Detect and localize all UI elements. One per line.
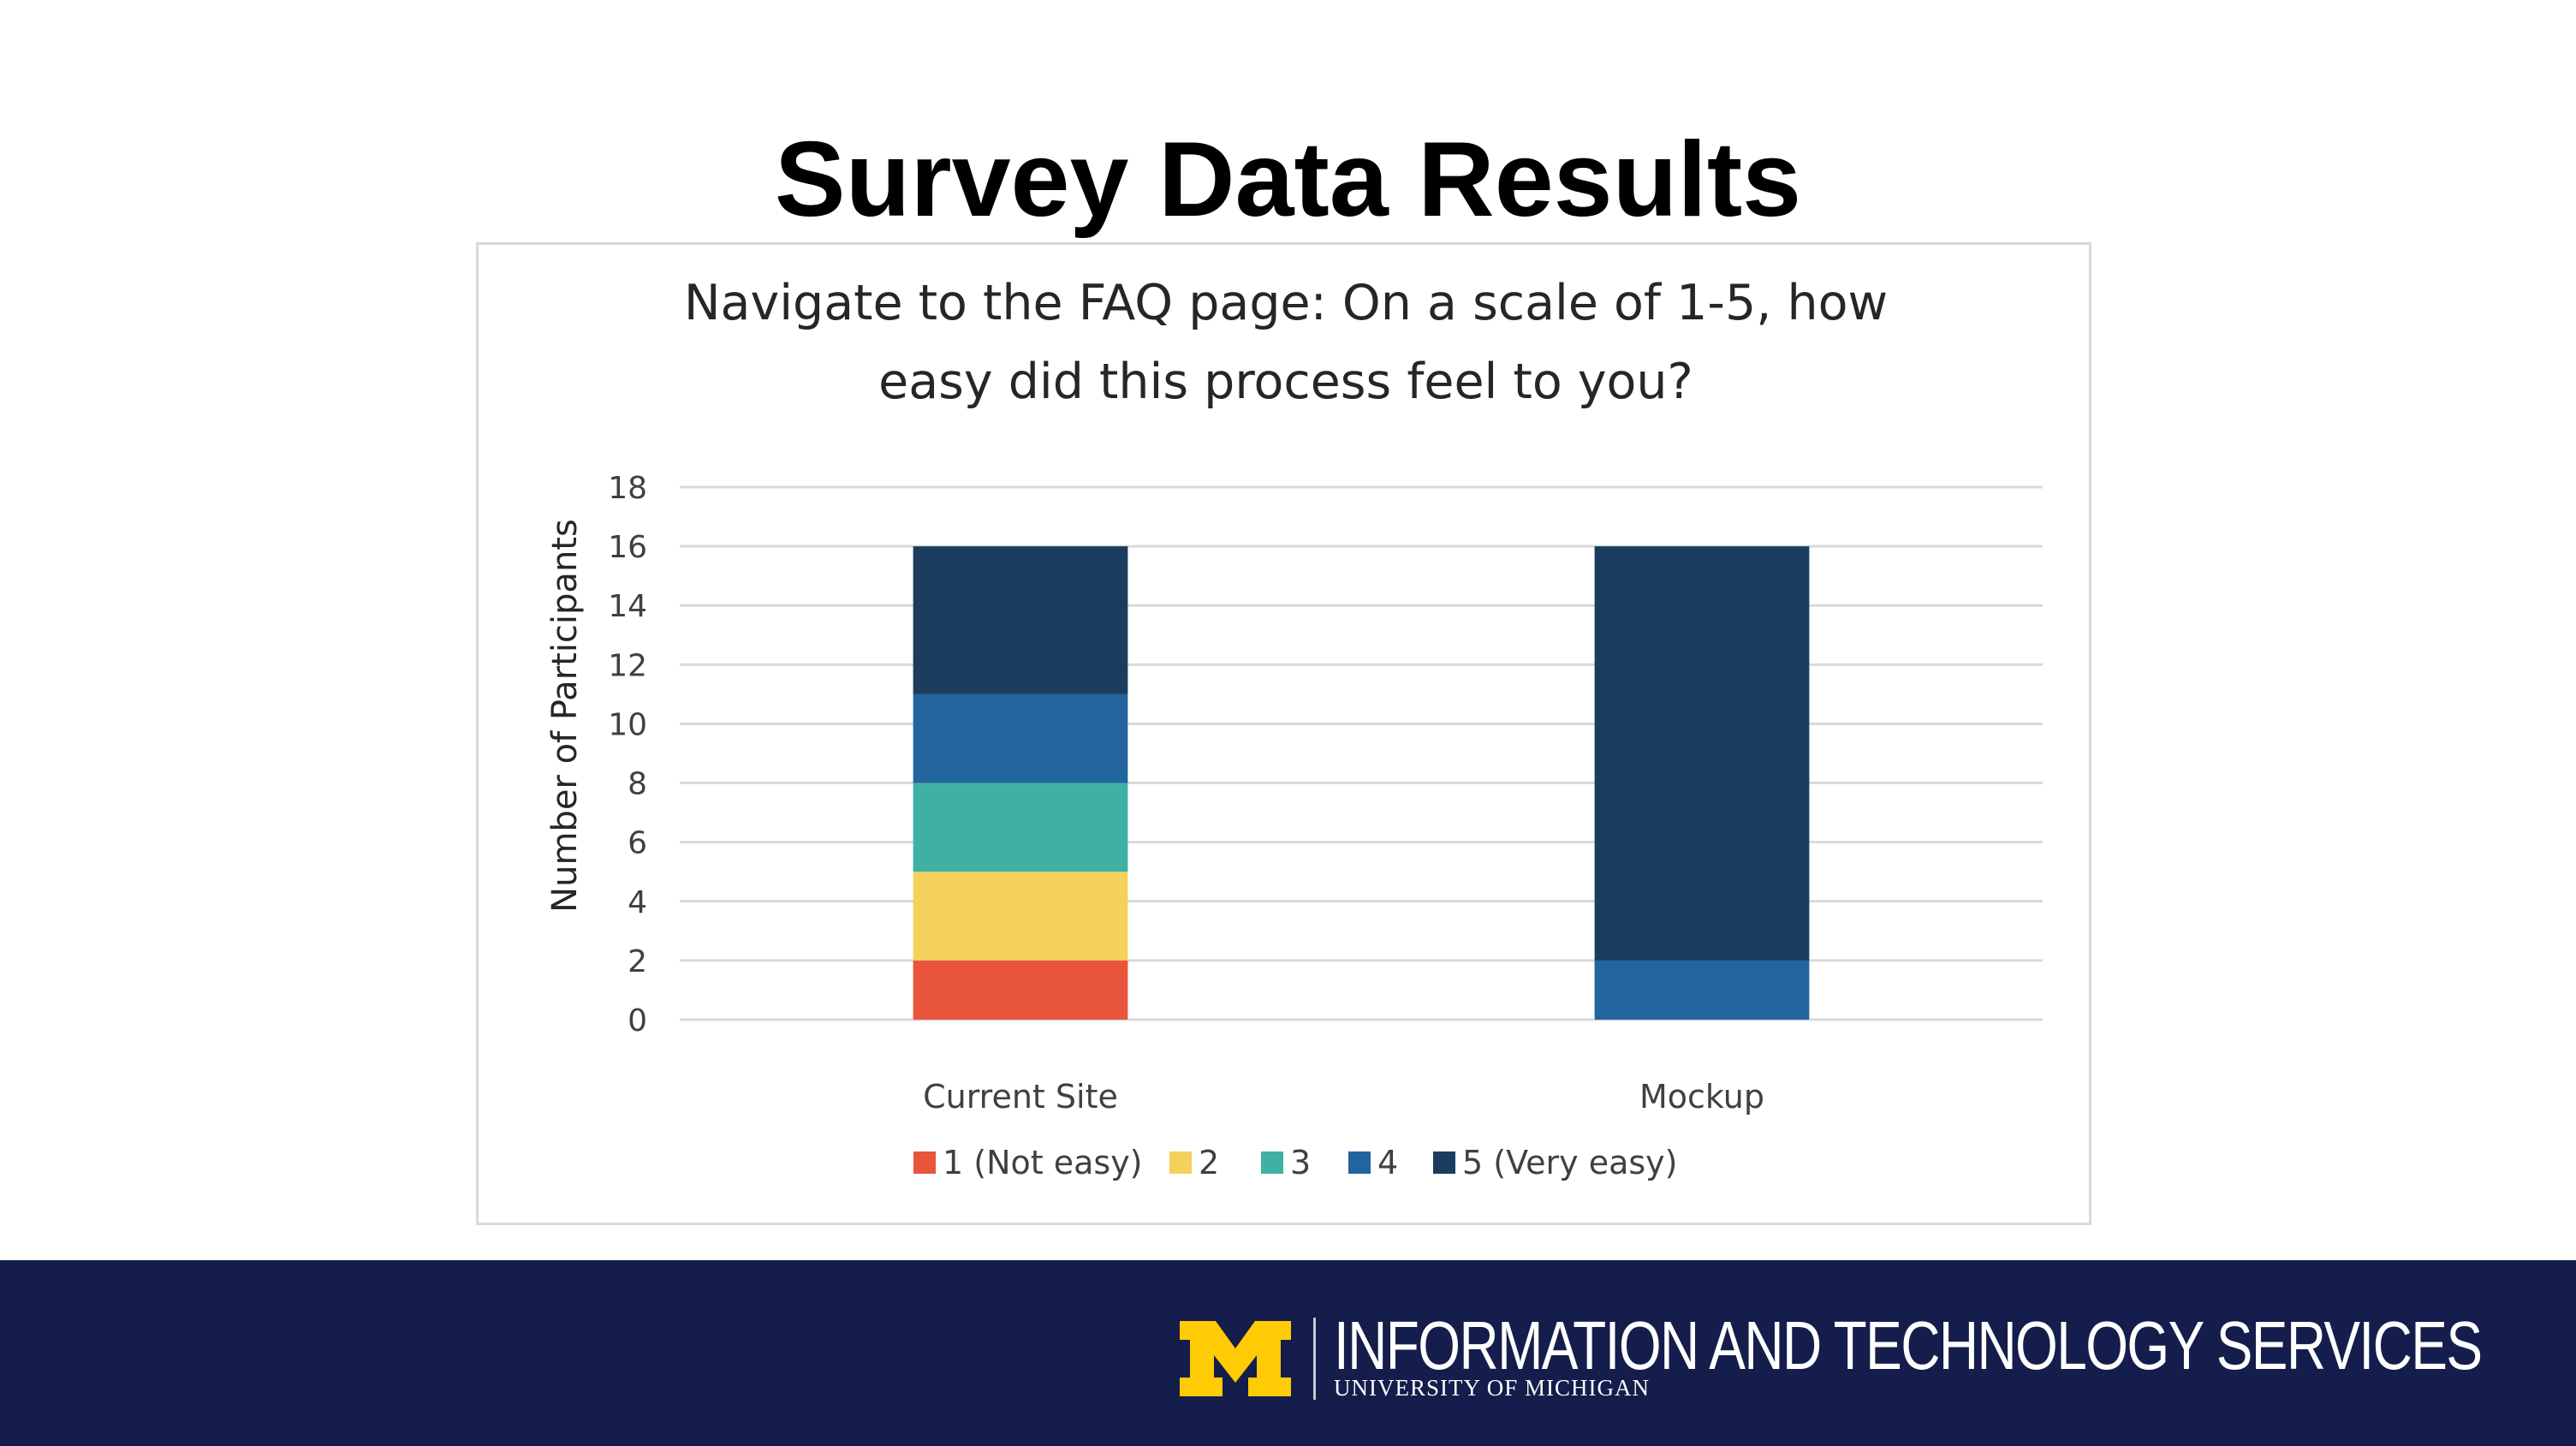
y-axis-title: Number of Participants (545, 519, 585, 913)
legend-label: 2 (1199, 1144, 1219, 1181)
legend-label: 1 (Not easy) (943, 1144, 1143, 1181)
legend-swatch (1433, 1151, 1455, 1174)
legend-swatch (1348, 1151, 1371, 1174)
bar-segment (913, 960, 1128, 1020)
legend-swatch (913, 1151, 936, 1174)
slide-title: Survey Data Results (774, 121, 1802, 239)
y-tick-label: 0 (628, 1003, 647, 1038)
y-tick-labels: 0 2 4 6 8 10 12 14 16 18 (608, 471, 647, 1038)
y-tick-label: 16 (608, 530, 647, 565)
bar-segment (913, 693, 1128, 783)
chart-title-line-1: Navigate to the FAQ page: On a scale of … (684, 275, 1888, 331)
legend-label: 5 (Very easy) (1462, 1144, 1677, 1181)
y-tick-label: 8 (628, 767, 647, 802)
bar-segment (913, 783, 1128, 872)
legend-label: 3 (1290, 1144, 1311, 1181)
footer-divider (1313, 1318, 1316, 1400)
its-unit-name: INFORMATION AND TECHNOLOGY SERVICES (1334, 1307, 2483, 1384)
y-tick-label: 12 (608, 648, 647, 683)
legend: 1 (Not easy) 2 3 4 5 (Very easy) (913, 1144, 1677, 1181)
category-labels: Current Site Mockup (923, 1078, 1764, 1116)
bars (913, 546, 1810, 1020)
stacked-bar-chart: Navigate to the FAQ page: On a scale of … (545, 275, 2043, 1181)
bar-segment (1594, 960, 1810, 1020)
y-tick-label: 4 (628, 885, 647, 920)
bar-segment (913, 546, 1128, 694)
chart-title-line-2: easy did this process feel to you? (878, 354, 1693, 410)
y-tick-label: 10 (608, 707, 647, 742)
legend-label: 4 (1377, 1144, 1398, 1181)
legend-swatch (1169, 1151, 1192, 1174)
y-tick-label: 18 (608, 471, 647, 506)
block-m-logo (1180, 1321, 1291, 1396)
category-label: Current Site (923, 1078, 1118, 1116)
institution-name: UNIVERSITY OF MICHIGAN (1334, 1375, 1650, 1401)
gridlines (680, 485, 2043, 1021)
y-tick-label: 2 (628, 944, 647, 979)
bar-segment (913, 872, 1128, 961)
y-tick-label: 14 (608, 589, 647, 624)
chart-frame: Navigate to the FAQ page: On a scale of … (476, 242, 2091, 1225)
footer-bar (0, 1260, 2576, 1446)
legend-swatch (1261, 1151, 1283, 1174)
y-tick-label: 6 (628, 826, 647, 861)
category-label: Mockup (1639, 1078, 1764, 1116)
bar-segment (1594, 546, 1810, 961)
